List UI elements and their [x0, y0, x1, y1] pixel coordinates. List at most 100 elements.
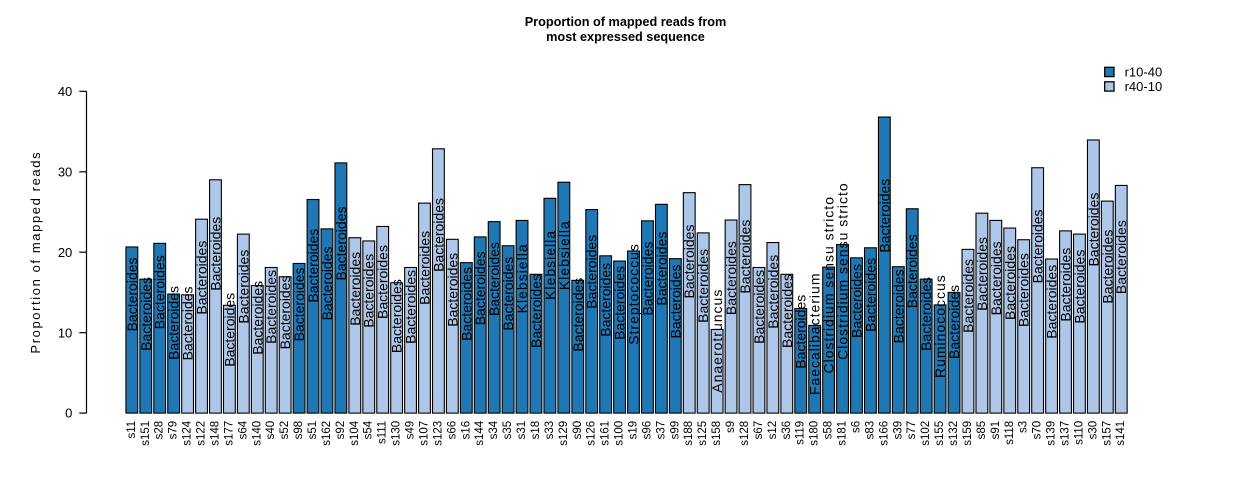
- svg-text:s144: s144: [474, 420, 486, 446]
- svg-text:Bacteroides: Bacteroides: [751, 270, 767, 344]
- svg-text:s49: s49: [405, 421, 417, 440]
- svg-text:s137: s137: [1060, 421, 1072, 446]
- svg-text:Klebsiella: Klebsiella: [542, 230, 558, 300]
- svg-text:s159: s159: [962, 421, 974, 446]
- svg-text:s77: s77: [906, 421, 918, 440]
- svg-text:Bacteroides: Bacteroides: [598, 263, 614, 337]
- svg-text:Bacteroides: Bacteroides: [695, 249, 711, 323]
- svg-text:Bacteroides: Bacteroides: [612, 266, 628, 340]
- svg-text:s92: s92: [335, 421, 347, 440]
- svg-text:s181: s181: [837, 421, 849, 446]
- svg-text:s6: s6: [850, 421, 862, 433]
- svg-text:Bacteroides: Bacteroides: [500, 257, 516, 331]
- svg-text:Bacteroides: Bacteroides: [862, 258, 878, 332]
- svg-text:Bacteroides: Bacteroides: [779, 274, 795, 348]
- svg-text:Bacteroides: Bacteroides: [1071, 250, 1087, 324]
- svg-text:Bacteroides: Bacteroides: [960, 259, 976, 333]
- svg-text:s90: s90: [572, 421, 584, 440]
- svg-text:Bacteroides: Bacteroides: [1058, 248, 1074, 322]
- svg-text:s141: s141: [1115, 421, 1127, 446]
- svg-text:s11: s11: [126, 421, 138, 439]
- svg-text:Bacteroides: Bacteroides: [876, 179, 892, 253]
- svg-text:Bacteroides: Bacteroides: [235, 250, 251, 324]
- svg-text:Bacteroides: Bacteroides: [918, 277, 934, 351]
- svg-text:s40: s40: [265, 421, 277, 440]
- svg-text:s139: s139: [1046, 421, 1058, 446]
- svg-text:Bacteroides: Bacteroides: [528, 274, 544, 348]
- svg-text:Bacteroides: Bacteroides: [124, 257, 140, 331]
- svg-text:s16: s16: [460, 421, 472, 440]
- svg-text:Bacteroides: Bacteroides: [207, 217, 223, 291]
- svg-text:s31: s31: [516, 421, 528, 440]
- svg-text:s39: s39: [892, 421, 904, 440]
- svg-text:Bacteroides: Bacteroides: [444, 253, 460, 327]
- svg-text:Bacteroides: Bacteroides: [180, 286, 196, 360]
- svg-text:Bacteroides: Bacteroides: [375, 245, 391, 319]
- svg-text:s85: s85: [976, 421, 988, 440]
- svg-text:s28: s28: [154, 421, 166, 440]
- svg-text:Ruminococcus: Ruminococcus: [932, 274, 948, 378]
- svg-text:Bacteroides: Bacteroides: [890, 269, 906, 343]
- svg-text:Bacteroides: Bacteroides: [1099, 230, 1115, 304]
- svg-text:Bacteroides: Bacteroides: [458, 267, 474, 341]
- svg-text:s126: s126: [586, 421, 598, 446]
- svg-text:s79: s79: [168, 421, 180, 440]
- svg-text:Bacteroides: Bacteroides: [639, 242, 655, 316]
- svg-text:s188: s188: [683, 421, 695, 446]
- svg-text:s100: s100: [614, 421, 626, 446]
- svg-text:Proportion of mapped reads fro: Proportion of mapped reads from: [525, 15, 727, 29]
- svg-text:s54: s54: [363, 420, 375, 439]
- svg-text:s52: s52: [279, 421, 291, 440]
- svg-text:s104: s104: [349, 420, 361, 446]
- svg-text:s107: s107: [418, 421, 430, 446]
- svg-text:30: 30: [58, 164, 72, 179]
- svg-text:s151: s151: [140, 421, 152, 446]
- svg-text:s180: s180: [809, 421, 821, 446]
- svg-text:Bacteroides: Bacteroides: [221, 293, 237, 367]
- svg-text:s118: s118: [1004, 421, 1016, 445]
- svg-text:Bacteroides: Bacteroides: [737, 220, 753, 294]
- svg-text:s91: s91: [990, 421, 1002, 440]
- svg-text:Bacteroides: Bacteroides: [1016, 253, 1032, 327]
- svg-text:Bacteroides: Bacteroides: [681, 225, 697, 299]
- svg-text:Bacteroides: Bacteroides: [1030, 209, 1046, 283]
- svg-text:Bacteroides: Bacteroides: [361, 254, 377, 328]
- svg-text:Proportion of mapped reads: Proportion of mapped reads: [28, 151, 43, 354]
- svg-text:Bacteroides: Bacteroides: [305, 229, 321, 303]
- svg-text:Bacteroides: Bacteroides: [194, 241, 210, 315]
- svg-text:Klebsiella: Klebsiella: [556, 220, 572, 290]
- svg-text:Bacteroides: Bacteroides: [263, 270, 279, 344]
- svg-text:s18: s18: [530, 421, 542, 440]
- svg-text:s111: s111: [377, 421, 389, 444]
- svg-text:Clostridium sensu stricto: Clostridium sensu stricto: [835, 182, 851, 360]
- svg-text:Bacteroides: Bacteroides: [723, 241, 739, 315]
- svg-text:Bacteroides: Bacteroides: [988, 241, 1004, 315]
- svg-text:s19: s19: [628, 421, 640, 440]
- svg-text:s70: s70: [1032, 421, 1044, 440]
- svg-text:Bacteroides: Bacteroides: [765, 255, 781, 329]
- svg-text:s129: s129: [558, 421, 570, 446]
- svg-text:Bacteroides: Bacteroides: [584, 235, 600, 309]
- svg-text:Bacteroides: Bacteroides: [946, 285, 962, 359]
- svg-text:10: 10: [58, 325, 72, 340]
- svg-text:s99: s99: [669, 421, 681, 440]
- svg-text:s132: s132: [948, 421, 960, 446]
- svg-text:Bacteroides: Bacteroides: [486, 242, 502, 316]
- svg-text:40: 40: [58, 84, 72, 99]
- svg-text:s102: s102: [920, 421, 932, 446]
- svg-text:s123: s123: [432, 421, 444, 446]
- svg-text:s124: s124: [182, 420, 194, 446]
- svg-text:s148: s148: [209, 421, 221, 446]
- svg-text:s157: s157: [1101, 421, 1113, 446]
- svg-text:Bacteroides: Bacteroides: [472, 251, 488, 325]
- svg-text:s161: s161: [600, 421, 612, 446]
- svg-text:s98: s98: [293, 421, 305, 440]
- svg-text:s12: s12: [767, 421, 779, 440]
- svg-text:Bacteroides: Bacteroides: [653, 232, 669, 306]
- svg-text:s155: s155: [934, 421, 946, 446]
- svg-text:Bacteroides: Bacteroides: [904, 234, 920, 308]
- svg-text:Bacteroides: Bacteroides: [277, 275, 293, 349]
- svg-text:s162: s162: [321, 421, 333, 446]
- svg-text:Bacteroides: Bacteroides: [138, 277, 154, 351]
- svg-text:Bacteroides: Bacteroides: [166, 286, 182, 360]
